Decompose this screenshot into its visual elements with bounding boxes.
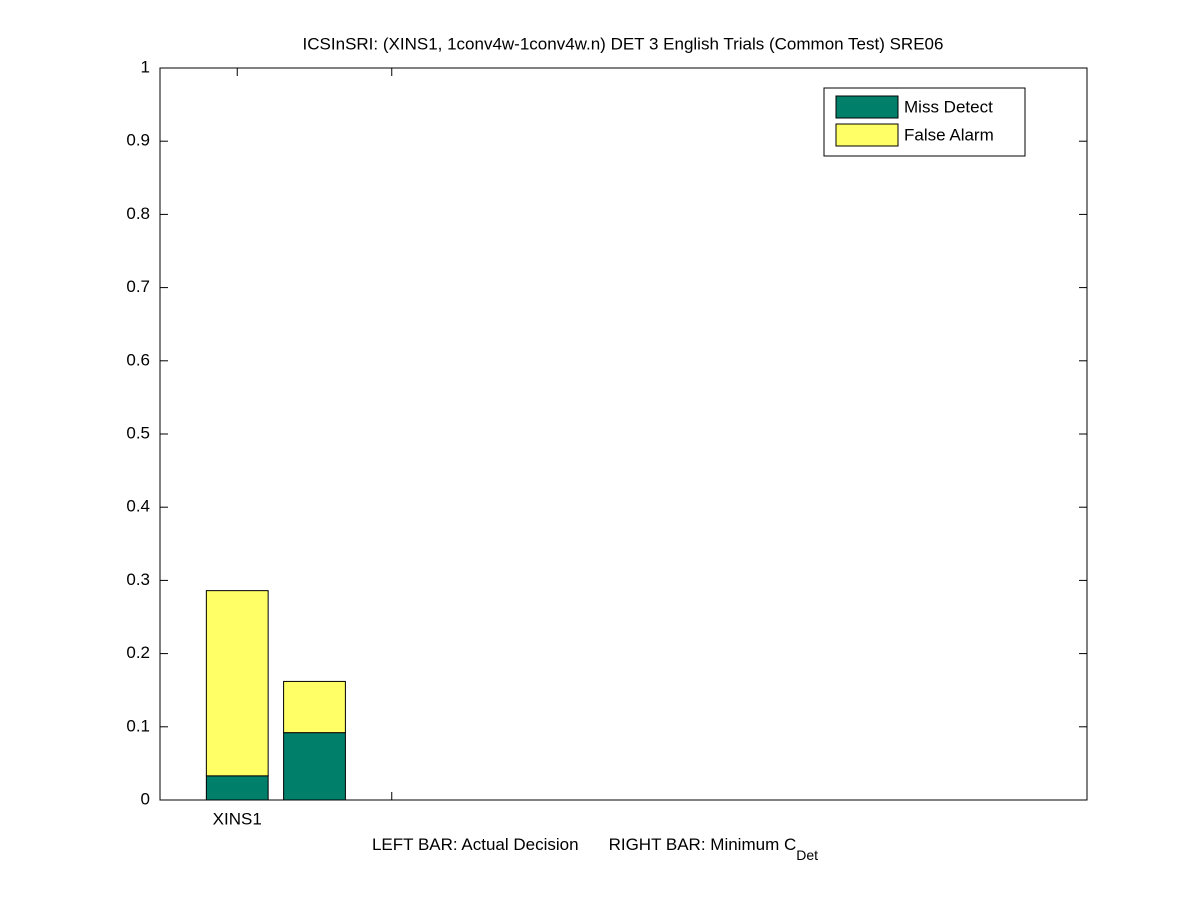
x-tick-label: XINS1 — [213, 809, 262, 828]
y-tick-label: 0.2 — [126, 643, 150, 662]
y-tick-label: 0.1 — [126, 716, 150, 735]
y-tick-label: 0.5 — [126, 423, 150, 442]
y-tick-label: 0.7 — [126, 277, 150, 296]
y-tick-label: 1 — [141, 57, 150, 76]
bar-segment — [205, 590, 269, 777]
bar-segment — [283, 732, 346, 801]
y-tick-label: 0.9 — [126, 131, 150, 150]
y-tick-label: 0.6 — [126, 350, 150, 369]
y-tick-label: 0.3 — [126, 570, 150, 589]
chart-title: ICSInSRI: (XINS1, 1conv4w-1conv4w.n) DET… — [303, 34, 944, 53]
x-label-right: RIGHT BAR: Minimum C — [609, 835, 797, 854]
plot-area — [160, 68, 1087, 800]
axes-box — [159, 67, 1088, 801]
legend-label: Miss Detect — [904, 97, 993, 116]
legend-label: False Alarm — [904, 125, 994, 144]
bar-segment — [205, 775, 269, 801]
x-label-left: LEFT BAR: Actual Decision — [372, 835, 579, 854]
y-tick-label: 0.8 — [126, 204, 150, 223]
legend-swatch — [835, 95, 899, 119]
y-tick-label: 0 — [141, 789, 150, 808]
x-axis-label: LEFT BAR: Actual Decision RIGHT BAR: Mini… — [372, 835, 818, 862]
bar-segment — [283, 680, 346, 734]
legend: Miss Detect False Alarm — [823, 87, 1026, 157]
legend-swatch — [835, 123, 899, 147]
x-label-subscript: Det — [796, 847, 818, 863]
y-tick-label: 0.4 — [126, 497, 150, 516]
